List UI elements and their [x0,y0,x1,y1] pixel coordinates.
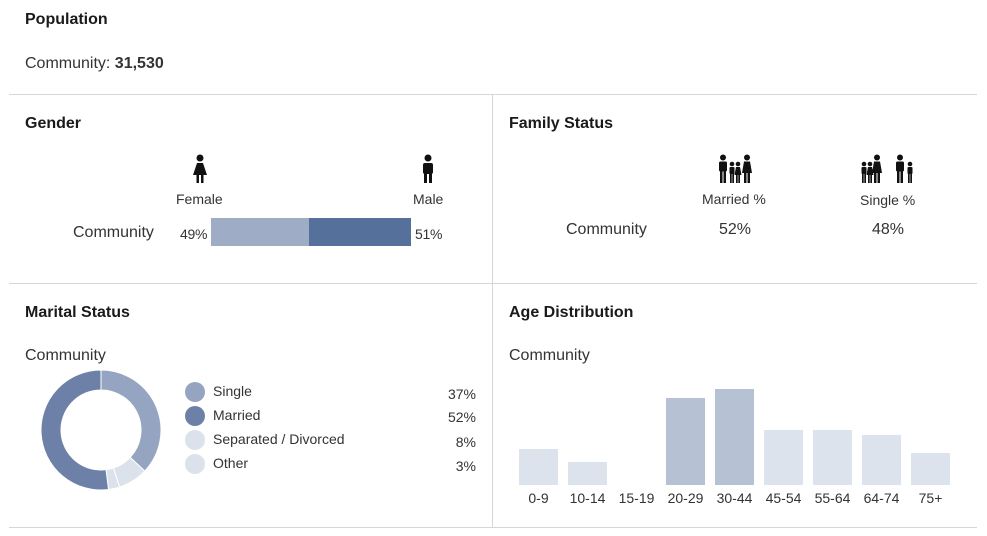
legend-swatch-married [185,406,205,426]
gender-title: Gender [25,115,82,132]
legend-label-married: Married [213,407,261,423]
age-label-64-74: 64-74 [863,490,900,506]
legend-value-other: 3% [455,458,476,474]
age-bar-64-74 [862,435,901,485]
population-community-value: 31,530 [114,55,164,72]
family-single-value: 48% [872,221,905,238]
family-married-icon [719,154,752,183]
donut-slice-married [40,369,110,491]
age-bar-0-9 [519,449,558,485]
age-distribution-title: Age Distribution [509,304,634,321]
divider-bottom [9,527,977,528]
gender-male-pct: 51% [415,226,443,242]
family-single-label: Single % [860,192,916,208]
age-bar-10-14 [568,462,607,485]
gender-female-bar [211,218,309,246]
divider-middle [9,283,977,284]
gender-male-label: Male [413,191,444,207]
age-label-10-14: 10-14 [569,490,606,506]
legend-label-separated: Separated / Divorced [213,431,345,447]
gender-female-label: Female [176,191,223,207]
divider-vertical [492,95,493,527]
legend-label-single: Single [213,383,252,399]
age-bar-30-44 [715,389,754,485]
family-row-label: Community [566,221,647,238]
gender-male-bar [309,218,411,246]
gender-row-label: Community [73,224,154,241]
legend-value-single: 37% [447,386,476,402]
age-bar-75+ [911,453,950,485]
family-status-title: Family Status [509,115,614,132]
age-label-0-9: 0-9 [528,490,549,506]
legend-swatch-separated [185,430,205,450]
population-community-label: Community: [25,55,115,72]
gender-female-pct: 49% [180,226,208,242]
legend-value-separated: 8% [455,434,476,450]
age-label-45-54: 45-54 [765,490,802,506]
divider-top [9,94,977,95]
family-single-icon [861,154,913,183]
legend-value-married: 52% [447,409,476,425]
family-married-value: 52% [719,221,752,238]
population-title: Population [25,11,108,28]
age-bar-55-64 [813,430,852,485]
age-bar-20-29 [666,398,705,485]
legend-swatch-single [185,382,205,402]
age-label-55-64: 55-64 [814,490,851,506]
age-bar-45-54 [764,430,803,485]
age-label-30-44: 30-44 [716,490,753,506]
legend-swatch-other [185,454,205,474]
age-distribution-subtitle: Community [509,347,590,364]
population-community: Community: 31,530 [25,55,164,73]
legend-label-other: Other [213,455,249,471]
marital-donut-chart [40,369,162,491]
age-label-20-29: 20-29 [667,490,704,506]
family-married-label: Married % [702,191,766,207]
male-person-icon [423,154,433,183]
age-label-15-19: 15-19 [618,490,655,506]
marital-status-title: Marital Status [25,304,130,321]
female-person-icon [193,154,207,183]
marital-status-subtitle: Community [25,347,106,364]
age-label-75+: 75+ [918,490,943,506]
